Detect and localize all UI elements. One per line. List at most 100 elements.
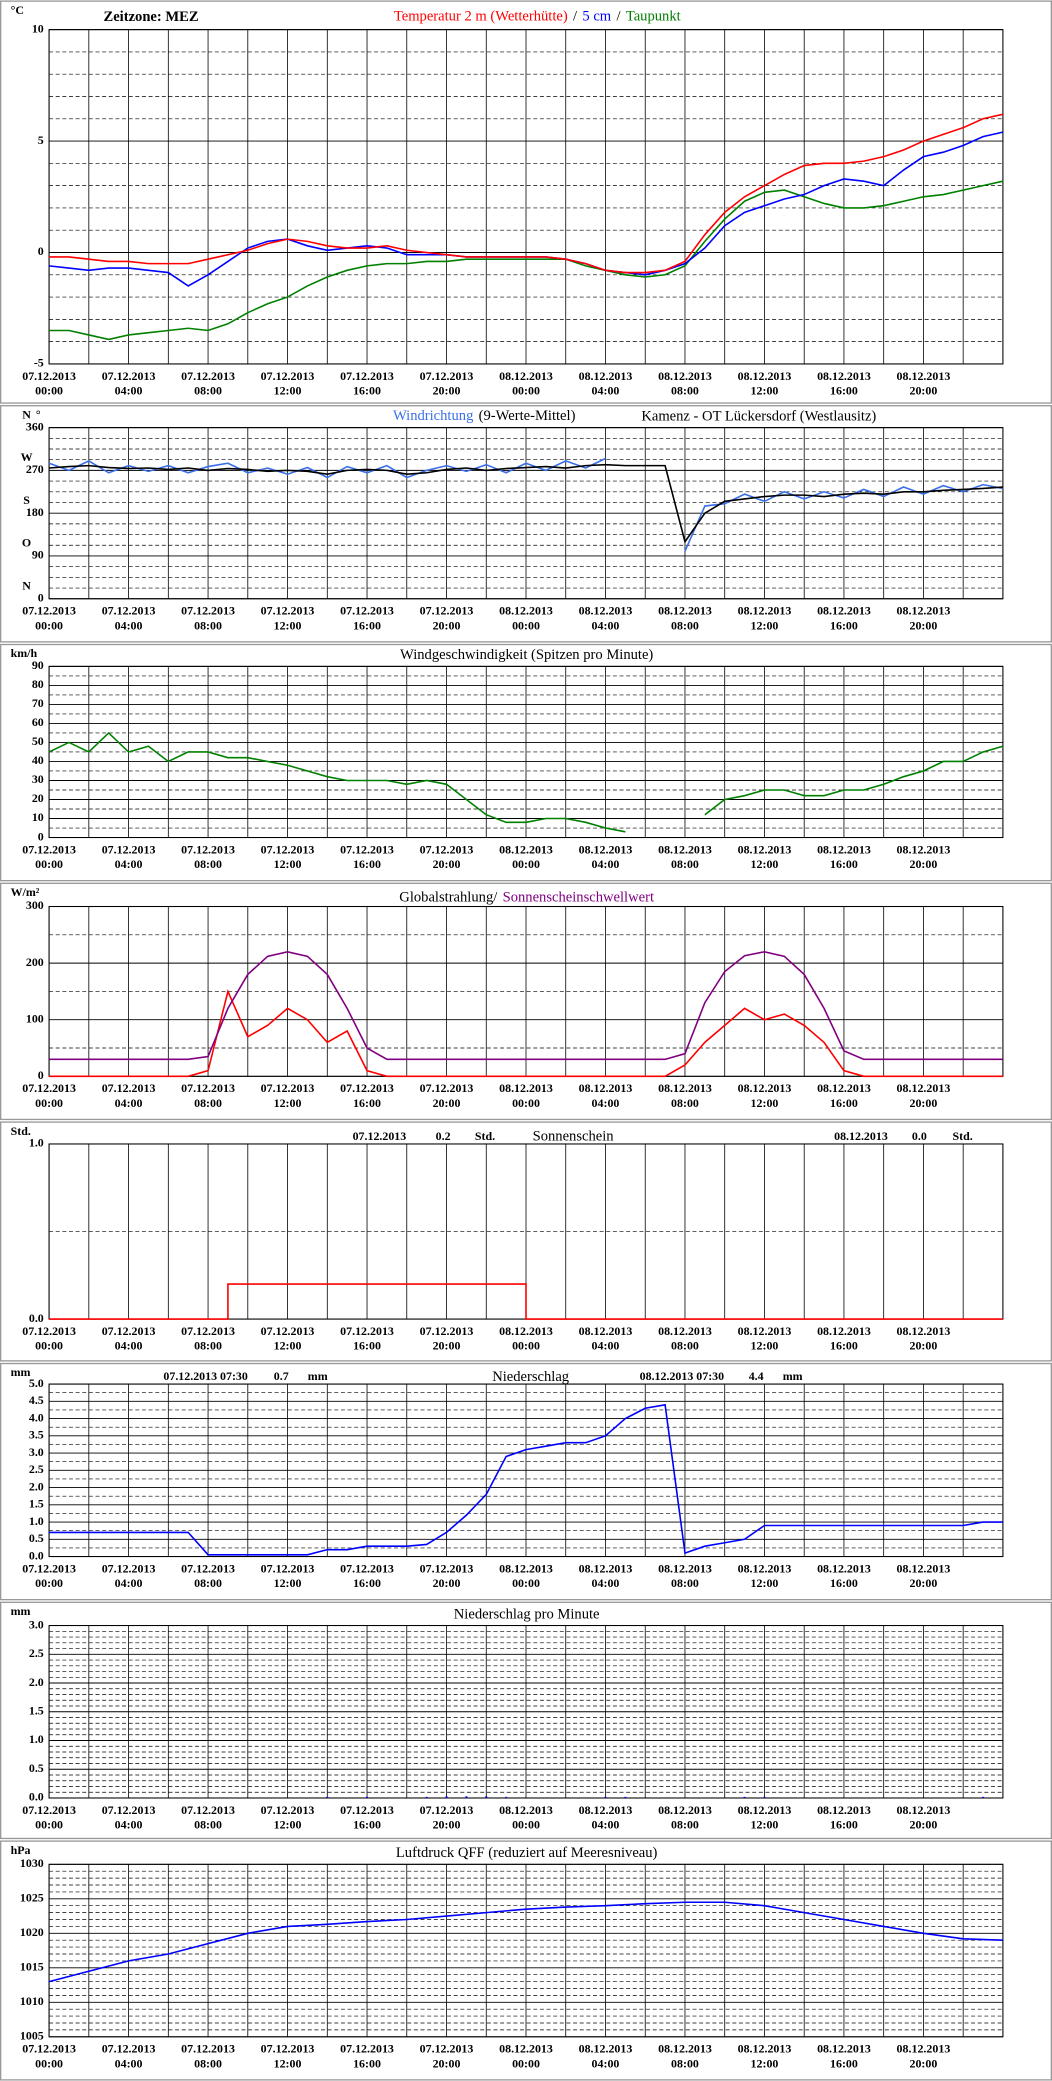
x-tick-label: 08.12.2013 00:00 xyxy=(499,604,553,632)
x-tick-label-box: 07.12.2013 12:00 xyxy=(261,843,315,871)
x-tick-label-box: 07.12.2013 04:00 xyxy=(102,1082,156,1110)
direction-label: N xyxy=(22,407,31,421)
panel-frame xyxy=(0,1121,1052,1362)
x-tick-label-box: 08.12.2013 12:00 xyxy=(738,1324,792,1352)
x-tick-label: 07.12.2013 08:00 xyxy=(181,842,235,871)
x-tick-label: 07.12.2013 12:00 xyxy=(260,1561,315,1590)
x-tick-label: 07.12.2013 00:00 xyxy=(22,369,76,398)
direction-label: W xyxy=(21,450,33,464)
x-tick-label: 08.12.2013 20:00 xyxy=(896,2042,951,2070)
x-tick-label: 08.12.2013 16:00 xyxy=(817,1561,871,1590)
summary-unit: mm xyxy=(308,1369,328,1383)
x-tick-label-box: 08.12.2013 00:00 xyxy=(499,842,553,871)
x-tick-label-box: 07.12.2013 16:00 xyxy=(340,1562,394,1590)
x-tick-label: 07.12.2013 16:00 xyxy=(340,1324,394,1353)
x-tick-label: 08.12.2013 16:00 xyxy=(817,2042,871,2070)
x-tick-label: 08.12.2013 12:00 xyxy=(737,2042,792,2070)
x-tick-label: 08.12.2013 12:00 xyxy=(737,1081,792,1110)
x-tick-label-box: 08.12.2013 04:00 xyxy=(579,1082,633,1110)
unit-label: Std. xyxy=(11,1124,31,1138)
x-tick-label: 08.12.2013 08:00 xyxy=(658,1803,712,1832)
y-tick-label: 3.5 xyxy=(29,1428,44,1442)
y-tick-label: 1.0 xyxy=(29,1514,44,1528)
x-tick-label: 08.12.2013 12:00 xyxy=(737,1561,792,1590)
x-tick-label-box: 07.12.2013 04:00 xyxy=(102,1803,156,1831)
y-tick-label: 1.5 xyxy=(29,1497,44,1511)
y-tick-label: 0 xyxy=(38,244,44,258)
summary-date: 07.12.2013 xyxy=(353,1129,407,1143)
x-tick-label-box: 07.12.2013 04:00 xyxy=(102,369,156,397)
y-tick-label: 300 xyxy=(26,898,44,912)
y-tick-label: 5.0 xyxy=(29,1376,44,1390)
data-line xyxy=(49,180,1004,341)
unit-label: km/h xyxy=(11,646,38,660)
data-line xyxy=(49,988,1003,1078)
separator: / xyxy=(616,9,621,25)
x-tick-label: 07.12.2013 08:00 xyxy=(181,1561,235,1590)
x-tick-label-box: 08.12.2013 20:00 xyxy=(897,1324,951,1352)
chart-title: Luftdruck QFF (reduziert auf Meeresnivea… xyxy=(396,1845,658,1861)
x-tick-label-box: 08.12.2013 20:00 xyxy=(896,604,951,632)
x-tick-label-box: 08.12.2013 16:00 xyxy=(817,604,871,632)
y-tick-label: 3.0 xyxy=(29,1617,44,1631)
x-tick-label: 07.12.2013 20:00 xyxy=(419,369,474,398)
x-tick-label-box: 08.12.2013 00:00 xyxy=(499,1803,553,1831)
x-tick-label: 07.12.2013 00:00 xyxy=(22,1561,76,1590)
x-tick-label: 08.12.2013 16:00 xyxy=(817,604,871,632)
panel-frame xyxy=(0,405,1052,643)
x-tick-label: 07.12.2013 20:00 xyxy=(419,2042,474,2070)
x-tick-label-box: 08.12.2013 04:00 xyxy=(579,1803,633,1831)
x-tick-label: 08.12.2013 08:00 xyxy=(658,1081,712,1110)
unit-label: mm xyxy=(11,1365,31,1379)
x-tick-label-box: 08.12.2013 04:00 xyxy=(579,1562,633,1590)
x-tick-label-box: 07.12.2013 12:00 xyxy=(261,1082,315,1110)
x-tick-label: 07.12.2013 08:00 xyxy=(181,369,235,398)
x-tick-label-box: 08.12.2013 12:00 xyxy=(738,604,792,632)
y-tick-label: 0 xyxy=(38,590,44,604)
x-tick-label-box: 08.12.2013 20:00 xyxy=(897,1803,951,1831)
x-tick-label-box: 08.12.2013 08:00 xyxy=(658,1081,712,1110)
y-tick-label: 5 xyxy=(38,133,44,147)
station-name: Kamenz - OT Lückersdorf (Westlausitz) xyxy=(641,408,876,424)
summary-total: 4.4 xyxy=(749,1369,764,1383)
x-tick-label: 08.12.2013 00:00 xyxy=(499,1081,553,1110)
y-tick-label: 2.0 xyxy=(29,1675,44,1689)
x-tick-label-box: 07.12.2013 04:00 xyxy=(102,1324,156,1352)
x-tick-label: 07.12.2013 00:00 xyxy=(22,1324,76,1353)
unit-label: W/m² xyxy=(11,885,40,899)
x-tick-label-box: 07.12.2013 08:00 xyxy=(181,1803,235,1831)
x-tick-label-box: 08.12.2013 04:00 xyxy=(579,2042,633,2070)
x-tick-label: 07.12.2013 08:00 xyxy=(181,1081,235,1110)
x-tick-label-box: 07.12.2013 08:00 xyxy=(181,1324,235,1352)
x-tick-label: 07.12.2013 00:00 xyxy=(22,842,76,871)
x-tick-label-box: 08.12.2013 08:00 xyxy=(658,1324,712,1352)
y-tick-label: 2.5 xyxy=(29,1462,44,1476)
x-tick-label-box: 07.12.2013 08:00 xyxy=(181,842,235,871)
x-tick-label: 07.12.2013 20:00 xyxy=(419,1561,474,1590)
x-tick-label-box: 08.12.2013 08:00 xyxy=(658,369,712,397)
x-tick-label-box: 07.12.2013 20:00 xyxy=(419,369,474,398)
x-tick-label: 07.12.2013 04:00 xyxy=(101,1561,156,1590)
x-tick-label: 08.12.2013 20:00 xyxy=(896,604,951,632)
x-tick-label-box: 07.12.2013 04:00 xyxy=(102,2042,156,2070)
y-tick-label: 90 xyxy=(32,658,44,672)
x-tick-label: 07.12.2013 16:00 xyxy=(340,369,394,398)
chart-title: Niederschlag pro Minute xyxy=(454,1606,600,1622)
x-tick-label-box: 08.12.2013 16:00 xyxy=(817,1324,871,1352)
y-tick-label: 1010 xyxy=(20,1994,44,2008)
x-tick-label: 08.12.2013 16:00 xyxy=(817,1081,871,1110)
y-tick-label: 2.0 xyxy=(29,1479,44,1493)
data-line xyxy=(49,1403,1003,1556)
x-tick-label: 08.12.2013 00:00 xyxy=(499,842,553,871)
x-tick-label: 08.12.2013 20:00 xyxy=(896,842,951,871)
y-tick-label: 0.5 xyxy=(29,1531,44,1545)
direction-label: S xyxy=(23,493,30,507)
x-tick-label-box: 07.12.2013 04:00 xyxy=(101,1561,156,1590)
y-tick-label: 20 xyxy=(32,791,44,805)
y-tick-label: 40 xyxy=(32,753,44,767)
x-tick-label-box: 07.12.2013 00:00 xyxy=(22,2042,76,2070)
x-tick-label-box: 07.12.2013 20:00 xyxy=(420,1324,474,1352)
legend-entry: 5 cm xyxy=(582,9,611,25)
x-tick-label-box: 08.12.2013 00:00 xyxy=(499,1324,553,1352)
x-tick-label-box: 07.12.2013 12:00 xyxy=(260,1561,315,1590)
